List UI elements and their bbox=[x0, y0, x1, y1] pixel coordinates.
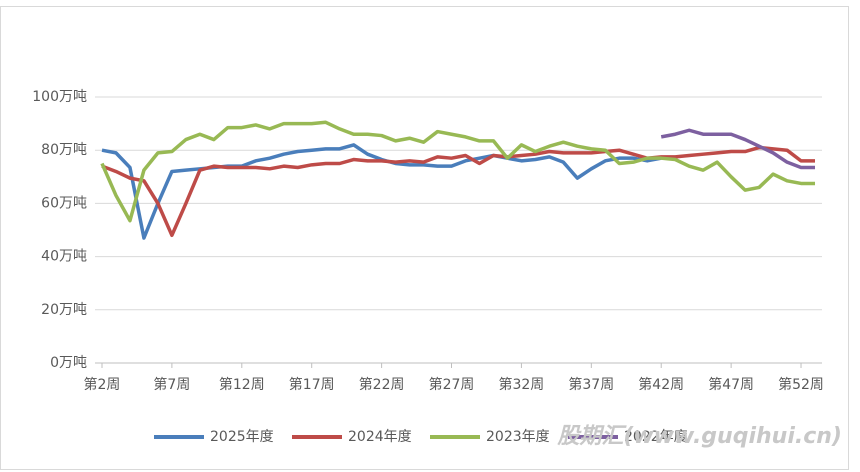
x-tick-label: 第37周 bbox=[568, 376, 614, 393]
series-line bbox=[100, 120, 816, 223]
x-tick-label: 第2周 bbox=[84, 376, 121, 393]
x-tick-label: 第32周 bbox=[498, 376, 544, 393]
y-tick-label: 100万吨 bbox=[32, 89, 87, 105]
y-tick-label: 20万吨 bbox=[41, 302, 87, 318]
x-tick-label: 第17周 bbox=[289, 376, 335, 393]
series-line bbox=[101, 145, 816, 238]
x-tick-label: 第47周 bbox=[708, 376, 754, 393]
series-line bbox=[660, 128, 816, 170]
x-tick-label: 第22周 bbox=[359, 376, 405, 393]
x-tick-label: 第7周 bbox=[153, 376, 190, 393]
y-tick-label: 60万吨 bbox=[41, 195, 87, 211]
y-tick-label: 80万吨 bbox=[41, 142, 87, 158]
legend-label: 2024年度 bbox=[348, 429, 412, 445]
legend-label: 2022年度 bbox=[624, 429, 688, 445]
y-tick-label: 0万吨 bbox=[50, 355, 87, 371]
chart-border bbox=[0, 6, 849, 470]
legend-label: 2025年度 bbox=[210, 429, 274, 445]
y-tick-label: 40万吨 bbox=[41, 249, 87, 265]
watermark: 股期汇(www.guqihui.cn) bbox=[556, 424, 842, 449]
legend-label: 2023年度 bbox=[486, 429, 550, 445]
x-tick-label: 第12周 bbox=[219, 376, 265, 393]
x-tick-label: 第27周 bbox=[429, 376, 475, 393]
x-tick-label: 第52周 bbox=[778, 376, 824, 393]
x-tick-label: 第42周 bbox=[638, 376, 684, 393]
